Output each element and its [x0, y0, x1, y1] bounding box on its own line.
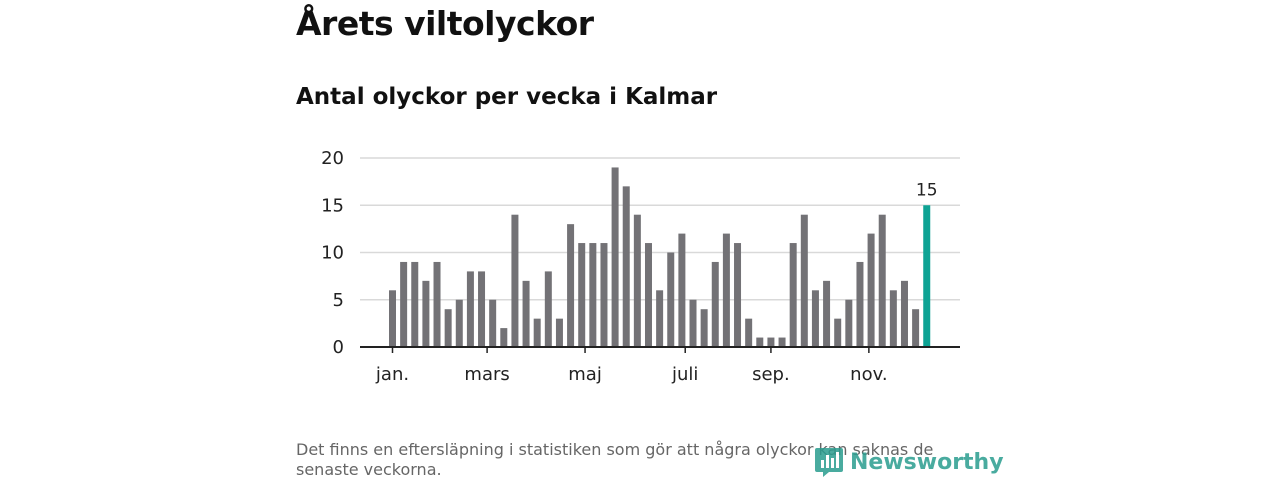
bar — [622, 186, 630, 347]
bar — [611, 167, 619, 347]
bar — [722, 233, 730, 347]
bar — [389, 290, 396, 347]
bar — [767, 337, 775, 347]
bar — [644, 243, 652, 347]
y-tick-label: 5 — [333, 290, 344, 311]
bars — [360, 167, 960, 348]
bar-highlighted — [923, 205, 931, 347]
bar — [800, 214, 808, 347]
chart-subtitle: Antal olyckor per vecka i Kalmar — [296, 84, 718, 110]
bar — [656, 290, 664, 347]
x-tick-label: jan. — [375, 364, 409, 385]
x-axis-ticks: jan. mars maj juli sep. nov. — [375, 347, 888, 385]
bar — [600, 243, 608, 347]
bar — [633, 214, 641, 347]
newsworthy-logo: Newsworthy — [814, 446, 1004, 478]
data-label: 15 — [916, 180, 938, 200]
bar — [555, 318, 563, 347]
bar — [578, 243, 586, 347]
x-tick-label: sep. — [752, 364, 790, 385]
bar — [522, 280, 530, 347]
bar — [734, 243, 742, 347]
bar — [411, 261, 419, 347]
bar — [589, 243, 597, 347]
y-tick-label: 0 — [333, 337, 344, 358]
x-tick-label: juli — [671, 364, 698, 385]
bar — [878, 214, 886, 347]
bar — [478, 271, 486, 347]
bar — [533, 318, 541, 347]
bar — [789, 243, 797, 347]
bar — [756, 337, 764, 347]
bar — [400, 261, 408, 347]
bar — [544, 271, 552, 347]
bar — [778, 337, 786, 347]
bar — [689, 299, 697, 347]
bar — [489, 299, 497, 347]
bar — [823, 280, 831, 347]
bar — [500, 328, 508, 347]
bar — [912, 309, 920, 347]
bar — [455, 299, 463, 347]
footnote: Det finns en eftersläpning i statistiken… — [296, 440, 934, 479]
x-tick-label: nov. — [850, 364, 887, 385]
bar — [433, 261, 441, 347]
bar — [700, 309, 708, 347]
bar — [889, 290, 897, 347]
bar — [711, 261, 719, 347]
bar — [845, 299, 853, 347]
data-labels: 15 — [916, 180, 938, 200]
y-tick-label: 10 — [321, 243, 344, 264]
bar — [678, 233, 686, 347]
chart-title: Årets viltolyckor — [296, 4, 594, 43]
bar — [856, 261, 864, 347]
bar — [834, 318, 842, 347]
bar — [900, 280, 908, 347]
x-tick-label: maj — [568, 364, 602, 385]
newsworthy-icon — [815, 448, 843, 477]
x-tick-label: mars — [464, 364, 509, 385]
y-tick-label: 15 — [321, 195, 344, 216]
bar — [466, 271, 474, 347]
y-axis-ticks: 0 5 10 15 20 — [321, 148, 344, 358]
bar — [422, 280, 430, 347]
bar — [745, 318, 753, 347]
bar — [811, 290, 819, 347]
bar — [444, 309, 452, 347]
bar — [667, 252, 675, 347]
brand-name: Newsworthy — [850, 449, 1004, 475]
y-tick-label: 20 — [321, 148, 344, 169]
bar — [511, 214, 519, 347]
bar — [867, 233, 875, 347]
bar — [567, 224, 575, 347]
